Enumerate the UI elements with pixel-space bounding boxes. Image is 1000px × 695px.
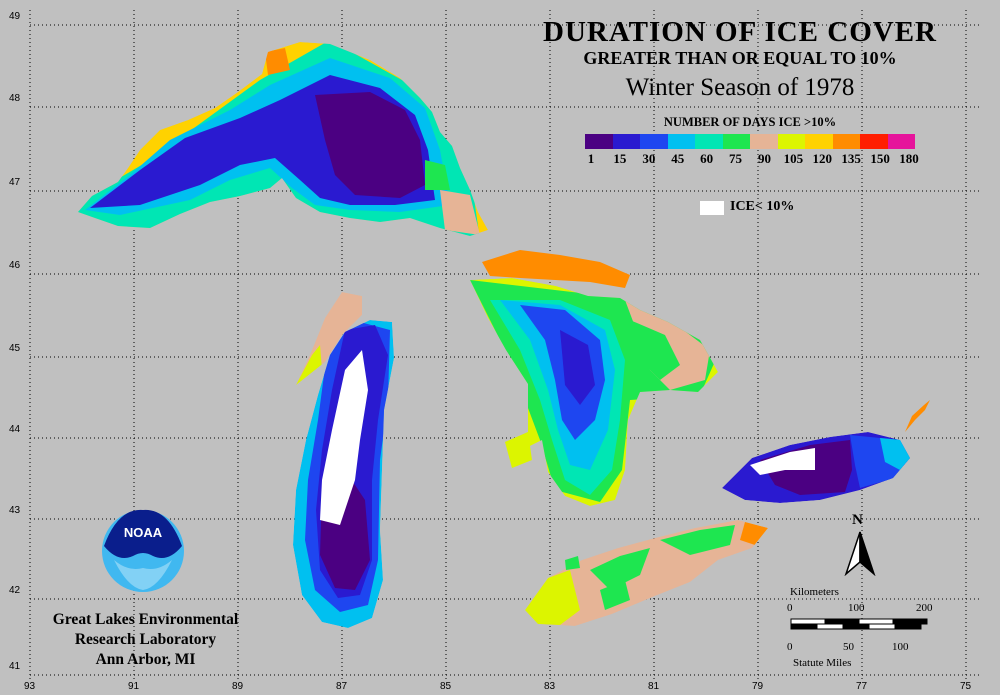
longitude-label: 93 [24,681,36,692]
latitude-label: 47 [9,177,21,188]
longitude-label: 89 [232,681,244,692]
legend-tick-label: 30 [642,151,656,166]
credit-line-3: Ann Arbor, MI [95,651,196,668]
green-bay [296,292,362,385]
legend-swatch-2 [640,134,668,149]
latitude-label: 48 [9,93,21,104]
legend-tick-label: 120 [812,151,833,166]
legend-tick-label: 150 [870,151,890,166]
legend-tick-label: 135 [841,151,861,166]
legend-tick-label: 75 [729,151,743,166]
longitude-label: 81 [648,681,660,692]
legend-swatch-11 [887,134,915,149]
lake-erie [525,520,768,626]
legend-swatch-7 [777,134,805,149]
latitude-label: 46 [9,260,21,271]
legend-swatch-6 [750,134,778,149]
noaa-logo-text: NOAA [124,525,163,540]
credit-line-2: Research Laboratory [74,631,217,648]
longitude-label: 91 [128,681,140,692]
legend-swatch-9 [832,134,860,149]
legend-color-bar [585,134,915,149]
km-tick-0: 0 [787,602,793,614]
latitude-label: 45 [9,343,21,354]
lake-huron [470,278,718,506]
latitude-label: 42 [9,585,21,596]
saginaw-bay [505,432,532,468]
legend-swatch-5 [722,134,750,149]
st-lawrence [905,400,930,432]
white-legend-swatch [700,201,724,215]
mi-tick-50: 50 [843,641,854,653]
legend-tick-label: 45 [671,151,685,166]
season-label: Winter Season of 1978 [625,74,855,101]
legend-swatch-4 [695,134,723,149]
map-subtitle: GREATER THAN OR EQUAL TO 10% [583,48,897,68]
longitude-label: 83 [544,681,556,692]
map-title: DURATION OF ICE COVER [543,16,937,48]
north-arrow-icon [844,531,876,576]
legend-tick-label: 1 [587,151,595,166]
north-label: N [852,512,863,528]
noaa-logo: NOAA [102,509,184,592]
legend-swatch-10 [860,134,888,149]
latitude-label: 41 [9,661,21,672]
mi-label: Statute Miles [793,657,852,669]
longitude-label: 77 [856,681,868,692]
legend-swatch-1 [612,134,640,149]
longitude-label: 85 [440,681,452,692]
legend-swatch-3 [667,134,695,149]
legend-tick-label: 105 [783,151,804,166]
lake-st-clair [565,556,580,570]
mi-tick-0: 0 [787,641,793,653]
credit-line-1: Great Lakes Environmental [52,611,239,628]
longitude-label: 75 [960,681,972,692]
longitude-label: 87 [336,681,348,692]
legend-swatch-8 [805,134,833,149]
north-channel [482,250,630,288]
legend-tick-label: 90 [757,151,771,166]
mi-tick-100: 100 [892,641,909,653]
km-label: Kilometers [790,586,839,598]
legend-swatch-0 [585,134,613,149]
lake-ontario [722,432,910,503]
legend-tick-label: 15 [613,151,627,166]
legend-ticks: 1 15 30 45 60 75 90 105 120 135 150 180 [575,151,925,167]
legend-tick-label: 180 [899,151,919,166]
lake-superior [78,42,488,236]
white-legend-label: ICE< 10% [730,199,795,214]
credit-block: Great Lakes Environmental Research Labor… [18,610,273,670]
legend-title: NUMBER OF DAYS ICE >10% [663,115,837,129]
scale-bar [790,618,928,630]
longitude-label: 79 [752,681,764,692]
km-tick-200: 200 [916,602,933,614]
lake-michigan [293,320,394,628]
latitude-label: 43 [9,505,21,516]
latitude-label: 49 [9,11,21,22]
km-tick-100: 100 [848,602,865,614]
latitude-label: 44 [9,424,21,435]
legend-tick-label: 60 [700,151,714,166]
